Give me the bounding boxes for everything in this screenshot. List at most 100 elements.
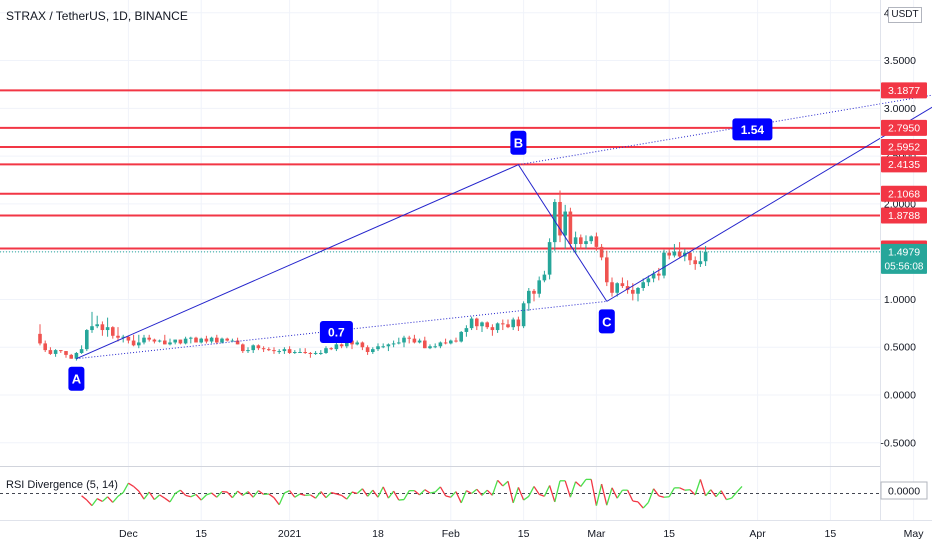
- candle: [662, 249, 666, 279]
- candle: [521, 301, 526, 329]
- candle-body: [438, 342, 443, 347]
- candle: [454, 337, 458, 343]
- rsi-segment: [258, 490, 264, 495]
- rsi-value-label: 0.0000: [888, 486, 920, 498]
- candle: [516, 316, 521, 331]
- candle-body: [371, 349, 375, 353]
- rsi-divergence-series: [81, 478, 743, 509]
- candle-body: [423, 340, 427, 349]
- candle-body: [402, 337, 406, 343]
- candle: [43, 340, 47, 353]
- rsi-segment: [190, 493, 197, 498]
- rsi-segment: [637, 501, 644, 509]
- candle: [381, 343, 385, 349]
- point-label-box: [68, 366, 85, 391]
- rsi-segment: [627, 489, 634, 502]
- x-tick-label: 15: [825, 528, 837, 540]
- level-label-box: [881, 82, 927, 99]
- price-axis[interactable]: 4.00003.50003.00002.50002.00001.50001.00…: [880, 0, 928, 520]
- rsi-pane[interactable]: [0, 478, 880, 509]
- candle: [131, 334, 136, 347]
- last-price-countdown: 05:56:08: [885, 261, 924, 272]
- candle-body: [303, 352, 307, 354]
- candle-body: [220, 338, 224, 343]
- rsi-segment: [689, 489, 696, 496]
- ratio-line-ac: [76, 300, 607, 360]
- candle-body: [350, 340, 354, 345]
- candle: [677, 242, 682, 259]
- candle-body: [610, 282, 614, 293]
- point-label-b: B: [514, 136, 523, 151]
- rsi-segment: [569, 481, 577, 498]
- level-label: 2.1068: [888, 188, 920, 200]
- candle: [183, 336, 188, 345]
- candle-body: [646, 278, 651, 283]
- rsi-segment: [455, 491, 462, 504]
- candle-body: [163, 340, 167, 345]
- candle-body: [672, 251, 677, 256]
- candle-body: [324, 348, 328, 353]
- candle: [95, 315, 99, 329]
- x-tick-label: May: [904, 528, 925, 540]
- candle-body: [157, 340, 162, 342]
- candle-body: [693, 260, 697, 265]
- rsi-segment: [486, 489, 493, 496]
- level-label: 1.8788: [888, 210, 920, 222]
- candle-body: [407, 337, 411, 339]
- rsi-segment: [554, 480, 561, 503]
- rsi-segment: [439, 486, 447, 497]
- ratio-label: 1.54: [741, 123, 765, 137]
- candle: [563, 204, 567, 249]
- candle: [204, 335, 209, 344]
- candle-body: [85, 330, 89, 350]
- last-price-value: 1.4979: [888, 246, 920, 258]
- rsi-segment: [647, 488, 655, 503]
- candle-body: [267, 349, 271, 351]
- candle: [53, 349, 58, 357]
- candle-body: [532, 290, 536, 294]
- rsi-segment: [611, 487, 618, 499]
- candle-body: [100, 324, 105, 331]
- candle-body: [417, 340, 422, 343]
- currency-badge[interactable]: USDT: [888, 7, 922, 23]
- rsi-segment: [294, 493, 301, 498]
- candle-body: [178, 339, 183, 344]
- rsi-segment: [299, 493, 306, 496]
- rsi-segment: [726, 497, 732, 501]
- candle-body: [506, 324, 510, 328]
- rsi-segment: [720, 490, 727, 500]
- rsi-segment: [476, 488, 483, 496]
- rsi-segment: [174, 489, 181, 495]
- candle-body: [475, 318, 479, 327]
- candle-body: [449, 340, 453, 344]
- harmonic-pattern[interactable]: ABCD0.71.54: [68, 56, 932, 391]
- rsi-segment: [159, 494, 166, 499]
- candle: [298, 348, 302, 354]
- horizontal-levels[interactable]: [0, 89, 880, 250]
- rsi-segment: [731, 491, 738, 499]
- rsi-segment: [211, 492, 218, 498]
- x-tick-label: Feb: [442, 528, 460, 540]
- rsi-segment: [736, 485, 743, 493]
- candle-body: [329, 348, 333, 350]
- rsi-segment: [86, 499, 93, 507]
- candle: [464, 325, 469, 337]
- candle-body: [152, 339, 157, 342]
- rsi-segment: [715, 490, 722, 498]
- grid-lines: [0, 0, 915, 520]
- candle: [376, 343, 380, 352]
- rsi-segment: [616, 489, 623, 499]
- candle-body: [204, 338, 209, 342]
- rsi-segment: [315, 491, 322, 499]
- rsi-segment: [502, 480, 509, 487]
- price-pane[interactable]: ABCD0.71.54: [0, 0, 932, 520]
- candle: [615, 282, 619, 297]
- candle-body: [345, 340, 349, 347]
- x-tick-label: 15: [663, 528, 675, 540]
- candle-body: [241, 344, 245, 352]
- leg-ab: [76, 164, 519, 360]
- time-axis[interactable]: Dec15202118Feb15Mar15Apr15May17: [0, 520, 932, 541]
- candle: [293, 350, 297, 354]
- rsi-segment: [533, 486, 540, 495]
